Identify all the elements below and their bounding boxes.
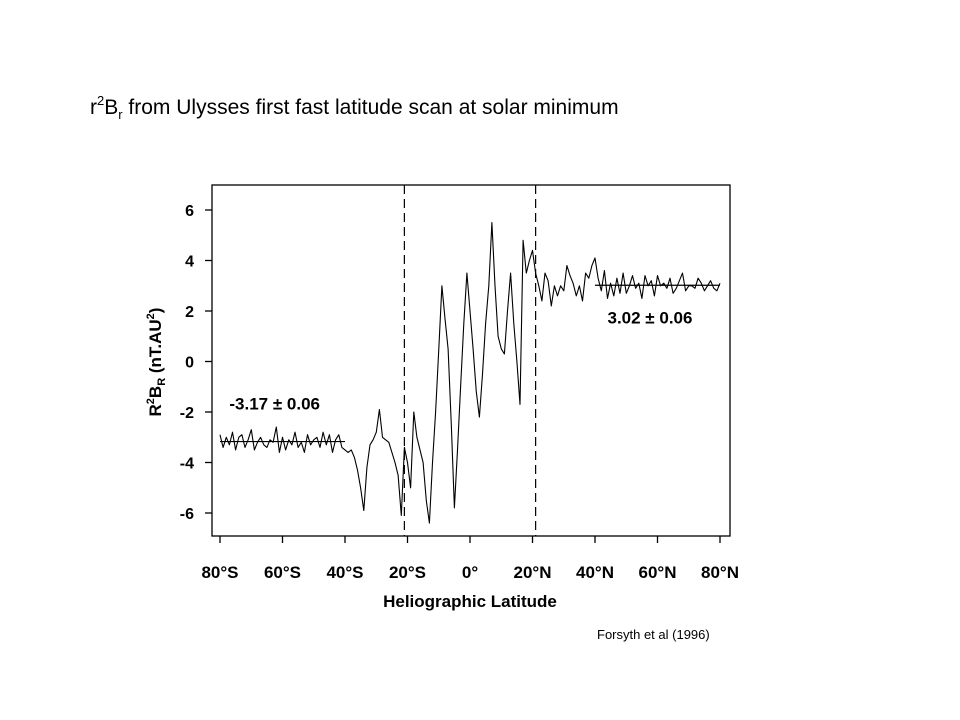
- y-label-b: B: [146, 386, 165, 398]
- slide-title: r2Br from Ulysses first fast latitude sc…: [90, 93, 619, 122]
- x-axis-label: Heliographic Latitude: [383, 592, 557, 611]
- x-tick-label: 60°S: [264, 563, 301, 582]
- y-label-r: R: [146, 404, 165, 416]
- x-tick-label: 0°: [462, 563, 478, 582]
- y-label-sup: 2: [145, 398, 157, 404]
- citation: Forsyth et al (1996): [597, 627, 710, 642]
- y-axis-label: R2BR (nT.AU2): [145, 308, 168, 417]
- y-tick-label: 0: [185, 355, 194, 372]
- title-r: r: [90, 96, 97, 119]
- x-tick-label: 60°N: [639, 563, 677, 582]
- x-tick-label: 20°N: [514, 563, 552, 582]
- title-subscript: r: [118, 107, 123, 122]
- data-series-line: [219, 222, 721, 524]
- title-superscript: 2: [97, 93, 105, 108]
- title-rest: from Ulysses first fast latitude scan at…: [122, 96, 619, 119]
- mean-fit-label: 3.02 ± 0.06: [608, 309, 693, 328]
- y-label-units: (nT.AU: [146, 319, 165, 378]
- y-tick-label: 6: [185, 203, 194, 220]
- y-tick-label: -2: [180, 405, 194, 422]
- y-tick-label: -4: [180, 456, 194, 473]
- y-label-close: ): [146, 308, 165, 314]
- plot-area: 6 4 2 0 -2 -4 -6 80°S 60°S 40°S 20°S 0° 20°N 40°N 60°N…: [180, 184, 739, 582]
- title-b: B: [104, 96, 119, 119]
- x-tick-label: 40°N: [576, 563, 614, 582]
- x-tick-label: 80°N: [701, 563, 739, 582]
- y-tick-label: -6: [180, 506, 194, 523]
- x-tick-label: 80°S: [201, 563, 238, 582]
- x-tick-label: 40°S: [326, 563, 363, 582]
- y-label-sub: R: [156, 378, 168, 386]
- y-label-units-sup: 2: [145, 313, 157, 319]
- mean-fit-label: -3.17 ± 0.06: [229, 394, 320, 413]
- y-tick-label: 2: [185, 304, 194, 321]
- plot-frame: [211, 184, 731, 537]
- x-tick-label: 20°S: [389, 563, 426, 582]
- y-tick-label: 4: [185, 254, 194, 271]
